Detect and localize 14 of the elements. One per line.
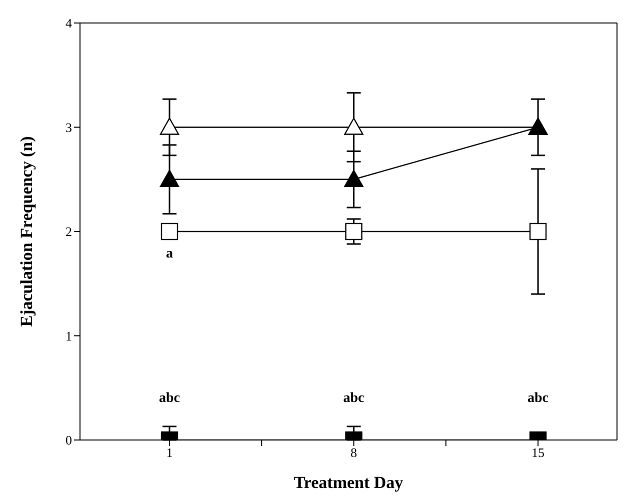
y-tick-label: 2 [66,224,72,240]
y-tick-label: 1 [66,328,72,344]
y-axis-title: Ejaculation Frequency (n) [17,136,36,327]
annotation: abc [159,391,180,406]
x-tick-label: 1 [166,445,173,460]
x-tick-label: 8 [350,445,358,460]
x-tick-label: 15 [532,445,545,460]
annotation: abc [343,391,364,406]
annotation: a [166,246,173,262]
y-tick-label: 4 [66,16,72,31]
x-axis-title: Treatment Day [294,473,404,492]
y-tick-label: 0 [66,432,72,448]
annotation: abc [528,391,549,406]
y-tick-label: 3 [66,120,72,135]
